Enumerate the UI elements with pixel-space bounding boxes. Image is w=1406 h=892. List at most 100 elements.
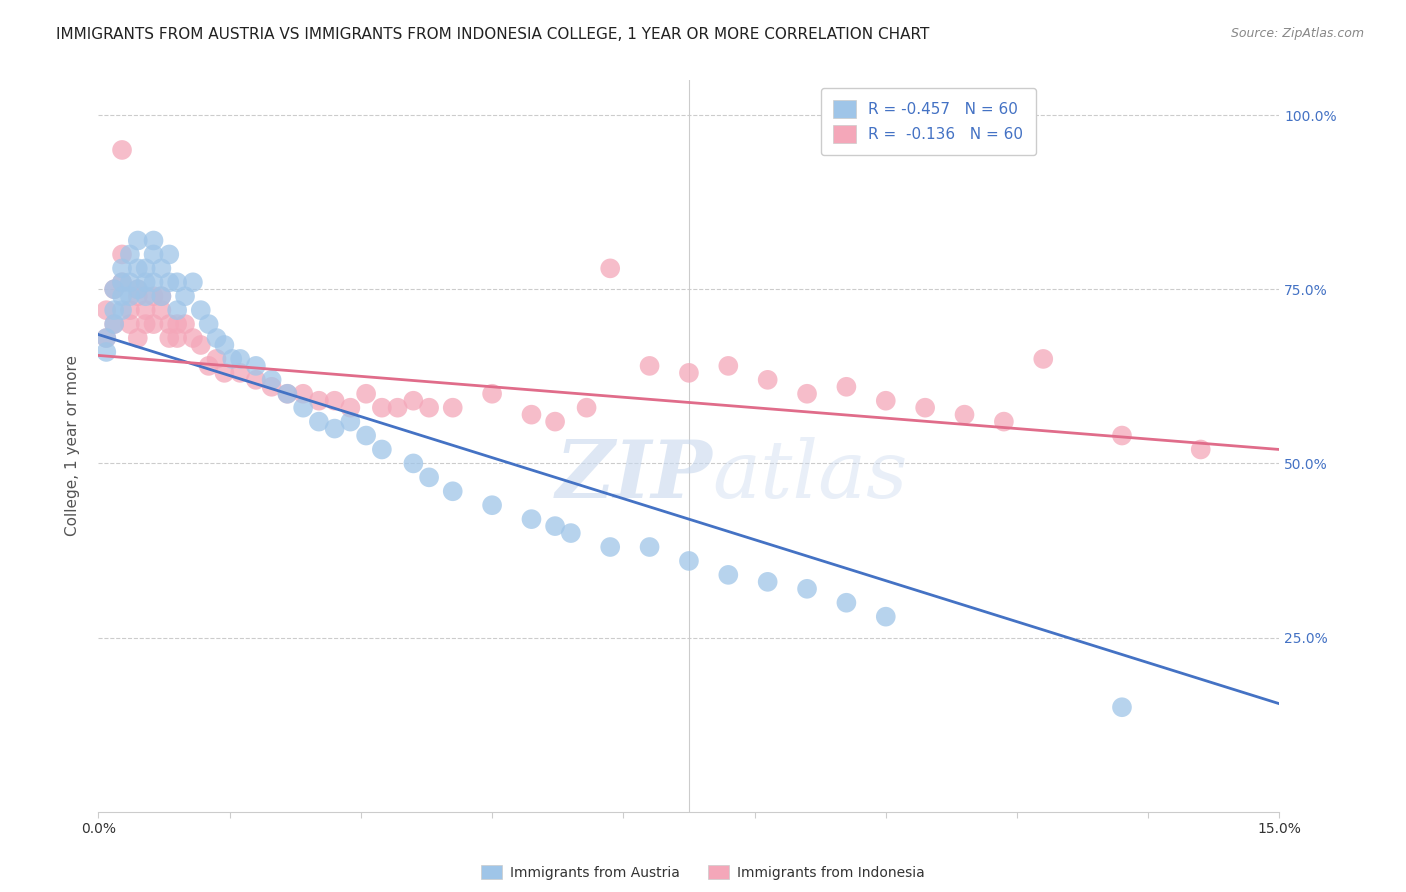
Point xyxy=(229,366,252,380)
Point xyxy=(481,498,503,512)
Point xyxy=(308,393,330,408)
Point xyxy=(323,393,346,408)
Point xyxy=(127,282,149,296)
Point xyxy=(387,401,409,415)
Point xyxy=(190,338,212,352)
Point xyxy=(197,317,219,331)
Text: atlas: atlas xyxy=(713,436,908,514)
Point xyxy=(638,359,661,373)
Y-axis label: College, 1 year or more: College, 1 year or more xyxy=(65,356,80,536)
Point xyxy=(339,415,361,429)
Point xyxy=(520,408,543,422)
Text: Source: ZipAtlas.com: Source: ZipAtlas.com xyxy=(1230,27,1364,40)
Point xyxy=(118,275,141,289)
Point xyxy=(166,303,188,318)
Point xyxy=(135,275,157,289)
Point xyxy=(260,373,283,387)
Point xyxy=(875,393,897,408)
Point xyxy=(96,331,118,345)
Point xyxy=(308,415,330,429)
Point xyxy=(157,317,180,331)
Text: IMMIGRANTS FROM AUSTRIA VS IMMIGRANTS FROM INDONESIA COLLEGE, 1 YEAR OR MORE COR: IMMIGRANTS FROM AUSTRIA VS IMMIGRANTS FR… xyxy=(56,27,929,42)
Point xyxy=(796,582,818,596)
Point xyxy=(292,401,315,415)
Point xyxy=(835,380,858,394)
Point xyxy=(481,386,503,401)
Point xyxy=(544,415,567,429)
Point xyxy=(157,247,180,261)
Point xyxy=(575,401,598,415)
Point xyxy=(111,303,134,318)
Point xyxy=(142,247,165,261)
Point xyxy=(323,421,346,435)
Point xyxy=(292,386,315,401)
Point xyxy=(993,415,1015,429)
Point xyxy=(1111,700,1133,714)
Point xyxy=(135,317,157,331)
Point xyxy=(276,386,298,401)
Point xyxy=(229,351,252,366)
Point xyxy=(150,261,173,276)
Point xyxy=(678,554,700,568)
Point xyxy=(103,282,125,296)
Point xyxy=(135,261,157,276)
Point xyxy=(135,289,157,303)
Point xyxy=(214,338,236,352)
Point xyxy=(118,303,141,318)
Point xyxy=(150,289,173,303)
Point xyxy=(520,512,543,526)
Point xyxy=(103,303,125,318)
Point xyxy=(96,303,118,318)
Point xyxy=(371,442,394,457)
Point xyxy=(103,317,125,331)
Point xyxy=(756,574,779,589)
Point xyxy=(914,401,936,415)
Legend: R = -0.457   N = 60, R =  -0.136   N = 60: R = -0.457 N = 60, R = -0.136 N = 60 xyxy=(821,88,1036,155)
Point xyxy=(245,359,267,373)
Point xyxy=(197,359,219,373)
Point xyxy=(221,351,243,366)
Point xyxy=(181,331,204,345)
Point xyxy=(135,303,157,318)
Point xyxy=(118,317,141,331)
Point xyxy=(371,401,394,415)
Point xyxy=(1189,442,1212,457)
Point xyxy=(111,247,134,261)
Point xyxy=(402,457,425,471)
Point xyxy=(174,317,197,331)
Point xyxy=(953,408,976,422)
Point xyxy=(127,234,149,248)
Point xyxy=(245,373,267,387)
Point xyxy=(118,247,141,261)
Point xyxy=(127,331,149,345)
Point xyxy=(544,519,567,533)
Point xyxy=(111,143,134,157)
Point xyxy=(181,275,204,289)
Point xyxy=(717,567,740,582)
Point xyxy=(111,275,134,289)
Point xyxy=(418,470,440,484)
Point xyxy=(103,317,125,331)
Point xyxy=(678,366,700,380)
Point xyxy=(260,380,283,394)
Point xyxy=(214,366,236,380)
Point xyxy=(205,331,228,345)
Legend: Immigrants from Austria, Immigrants from Indonesia: Immigrants from Austria, Immigrants from… xyxy=(475,859,931,885)
Point xyxy=(441,484,464,499)
Point xyxy=(142,275,165,289)
Point xyxy=(157,275,180,289)
Point xyxy=(111,275,134,289)
Point xyxy=(96,345,118,359)
Point xyxy=(402,393,425,408)
Point xyxy=(796,386,818,401)
Point xyxy=(111,289,134,303)
Point xyxy=(150,303,173,318)
Point xyxy=(96,331,118,345)
Point xyxy=(418,401,440,415)
Point xyxy=(174,289,197,303)
Point xyxy=(142,317,165,331)
Point xyxy=(127,282,149,296)
Point xyxy=(638,540,661,554)
Point xyxy=(190,303,212,318)
Point xyxy=(756,373,779,387)
